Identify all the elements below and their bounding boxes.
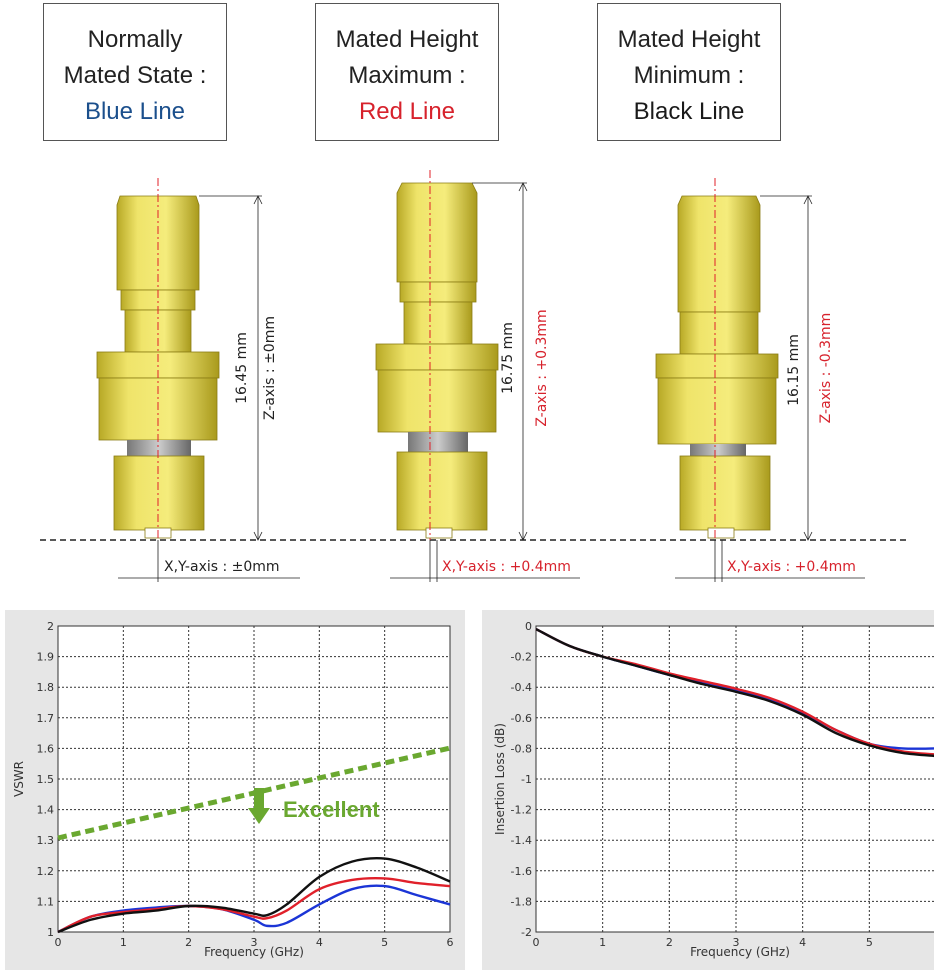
connector-normal [96, 178, 220, 540]
y-tick-label: -1.4 [511, 834, 532, 847]
y-tick-label: -2 [521, 926, 532, 939]
x-axis-title: Frequency (GHz) [204, 945, 304, 959]
y-tick-label: 1.7 [37, 712, 55, 725]
dimension-minimum [675, 195, 865, 582]
down-arrow-icon [248, 788, 270, 824]
x-tick-label: 4 [799, 936, 806, 949]
series-line-black [57, 856, 451, 934]
x-tick-label: 4 [316, 936, 323, 949]
x-tick-label: 0 [533, 936, 540, 949]
x-tick-label: 5 [866, 936, 873, 949]
state-line2: Minimum : [633, 62, 745, 89]
xy-axis-label-minimum: X,Y-axis : +0.4mm [727, 559, 856, 575]
x-tick-label: 1 [599, 936, 606, 949]
connector-minimum [655, 178, 779, 540]
y-tick-label: 1.4 [37, 804, 55, 817]
insertion-loss-chart: -2 -1.8 -1.6 -1.4 -1.2 -1 -0.8 -0.6 -0.4 -0.2 0 0 1… [482, 610, 934, 970]
y-tick-label: -0.6 [511, 712, 532, 725]
state-box-normal: Normally Mated State : Blue Line [43, 3, 227, 141]
state-line2: Mated State : [63, 62, 207, 89]
state-line-color-red: Red Line [358, 98, 456, 125]
y-tick-label: 2 [47, 620, 54, 633]
connector-maximum [375, 170, 499, 540]
y-tick-label: -1 [521, 773, 532, 786]
xy-axis-label-normal: X,Y-axis : ±0mm [164, 559, 280, 575]
y-axis-title: VSWR [12, 761, 26, 797]
x-tick-label: 1 [120, 936, 127, 949]
y-tick-label: 1.9 [37, 651, 55, 664]
state-box-maximum: Mated Height Maximum : Red Line [315, 3, 499, 141]
state-line-color-blue: Blue Line [84, 98, 186, 125]
state-line1: Mated Height [617, 26, 761, 53]
state-box-minimum: Mated Height Minimum : Black Line [597, 3, 781, 141]
series-line-black [535, 627, 934, 758]
height-label-minimum: 16.15 mm [786, 334, 802, 406]
state-line1: Mated Height [335, 26, 479, 53]
x-tick-label: 6 [447, 936, 454, 949]
xy-axis-label-maximum: X,Y-axis : +0.4mm [442, 559, 571, 575]
y-tick-label: 1 [47, 926, 54, 939]
dimension-normal [118, 195, 300, 582]
y-tick-label: 1.5 [37, 773, 55, 786]
x-tick-label: 0 [55, 936, 62, 949]
grid-lines [536, 626, 934, 932]
x-axis-title: Frequency (GHz) [690, 945, 790, 959]
y-tick-label: 1.8 [37, 681, 55, 694]
state-line-color-black: Black Line [633, 98, 745, 125]
y-tick-label: 1.3 [37, 834, 55, 847]
y-tick-label: -0.2 [511, 651, 532, 664]
excellent-annotation: Excellent [283, 797, 380, 822]
series-line-red [57, 877, 451, 934]
height-label-maximum: 16.75 mm [500, 322, 516, 394]
y-tick-label: 0 [525, 620, 532, 633]
y-tick-label: -0.4 [511, 681, 532, 694]
y-tick-label: -1.6 [511, 865, 532, 878]
series-line-blue [57, 884, 451, 934]
plot-area [535, 625, 934, 933]
state-line2: Maximum : [348, 62, 466, 89]
y-tick-label: 1.1 [37, 895, 55, 908]
y-tick-label: -0.8 [511, 742, 532, 755]
y-tick-label: 1.6 [37, 742, 55, 755]
z-axis-label-normal: Z-axis : ±0mm [262, 316, 278, 420]
x-tick-label: 5 [381, 936, 388, 949]
connector-illustration: 16.45 mm Z-axis : ±0mm X,Y-axis : ±0mm 1… [40, 170, 910, 582]
y-tick-label: 1.2 [37, 865, 55, 878]
x-tick-label: 3 [733, 936, 740, 949]
y-tick-label: -1.2 [511, 804, 532, 817]
height-label-normal: 16.45 mm [234, 332, 250, 404]
z-axis-label-maximum: Z-axis : +0.3mm [534, 309, 550, 426]
dimension-maximum [390, 182, 580, 582]
x-tick-label: 2 [666, 936, 673, 949]
y-tick-label: -1.8 [511, 895, 532, 908]
z-axis-label-minimum: Z-axis : -0.3mm [818, 313, 834, 424]
x-tick-label: 3 [251, 936, 258, 949]
y-axis-title: Insertion Loss (dB) [493, 723, 507, 835]
state-line1: Normally [87, 26, 183, 53]
x-tick-label: 2 [185, 936, 192, 949]
